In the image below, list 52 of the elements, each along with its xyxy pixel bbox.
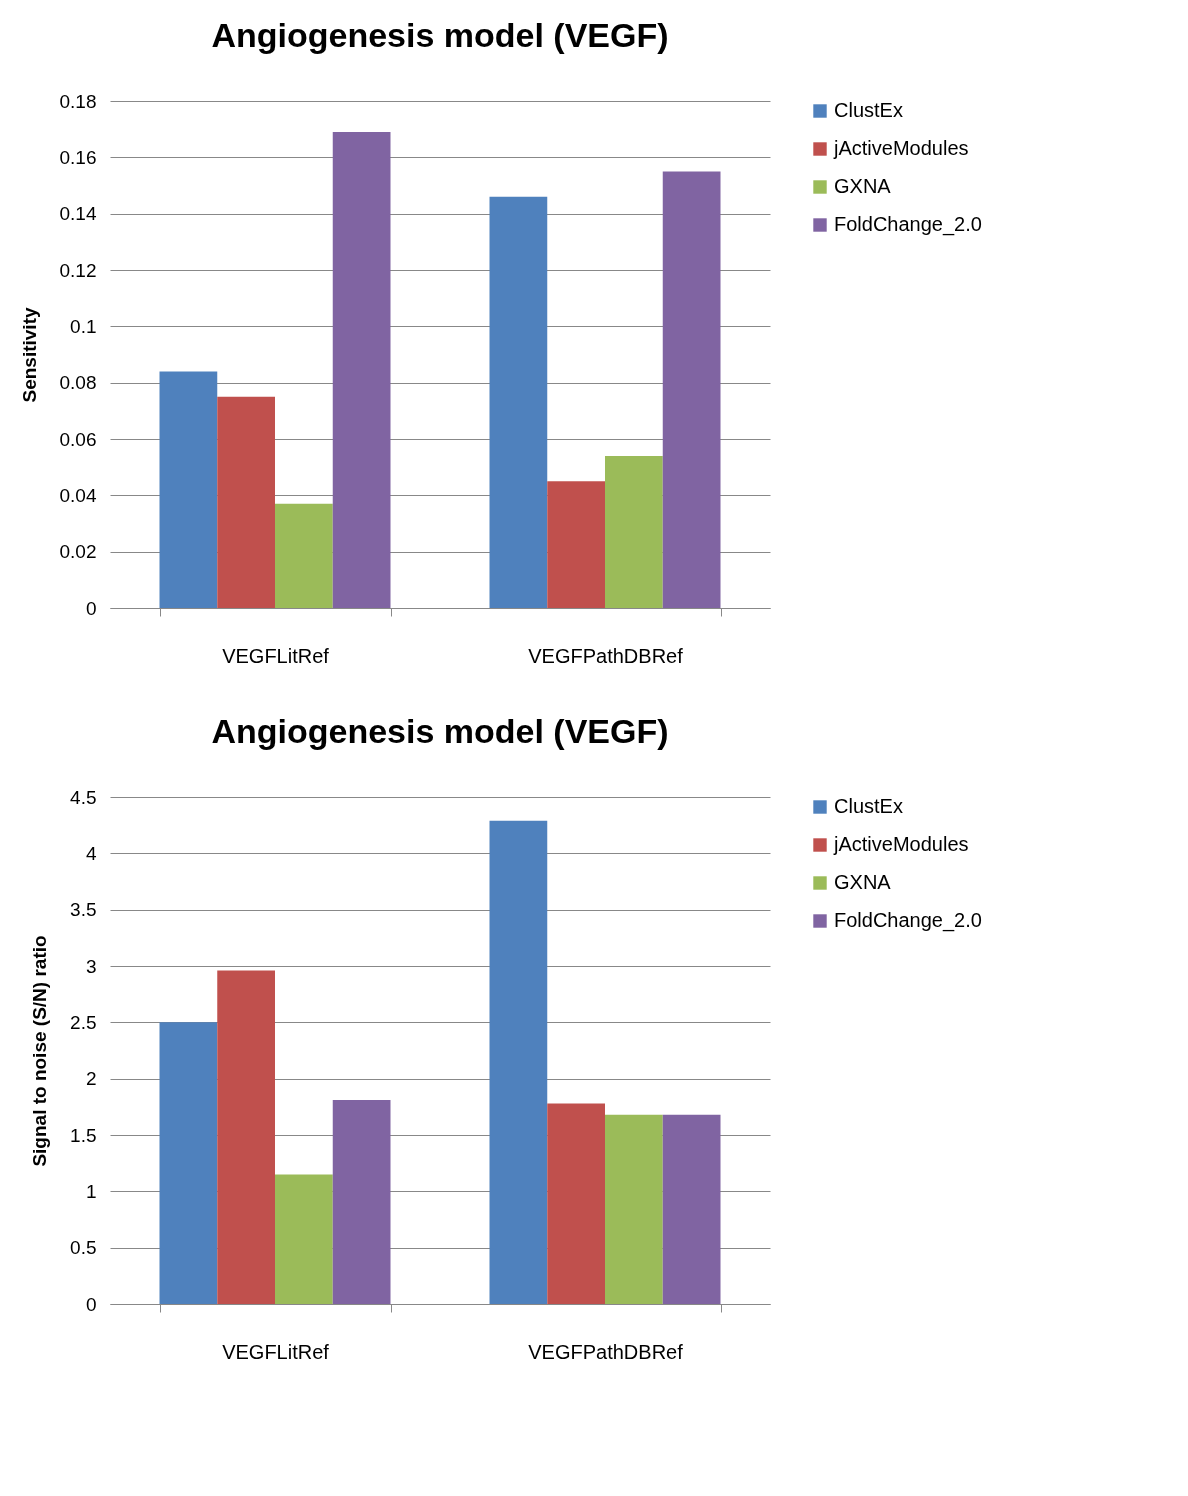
bar: [489, 196, 548, 608]
bar: [605, 455, 663, 608]
y-tick-label: 4.5: [70, 786, 97, 808]
bar: [217, 970, 275, 1304]
x-tick-label: VEGFLitRef: [222, 1340, 330, 1363]
y-axis-title: Signal to noise (S/N) ratio: [29, 935, 51, 1167]
y-tick-label: 0.5: [70, 1237, 97, 1259]
y-tick-label: 0.08: [59, 372, 97, 394]
bar: [159, 371, 218, 608]
y-tick-label: 4: [85, 842, 97, 864]
bar: [159, 1022, 218, 1304]
bar: [547, 481, 605, 608]
y-tick-label: 0.06: [59, 428, 97, 450]
legend-label: FoldChange_2.0: [834, 213, 982, 236]
y-tick-label: 1: [85, 1180, 97, 1202]
y-tick-label: 0: [85, 597, 97, 619]
bar: [275, 503, 333, 608]
chart-title: Angiogenesis model (VEGF): [211, 16, 669, 54]
bar: [489, 820, 548, 1304]
y-axis-title: Sensitivity: [18, 307, 40, 403]
bar: [605, 1114, 663, 1304]
legend-label: GXNA: [834, 871, 892, 893]
y-tick-label: 2: [85, 1068, 97, 1090]
y-tick-label: 2.5: [70, 1011, 97, 1033]
legend-label: FoldChange_2.0: [834, 909, 982, 932]
y-tick-label: 3.5: [70, 899, 97, 921]
bar: [547, 1103, 605, 1304]
legend-label: jActiveModules: [833, 137, 969, 159]
y-tick-label: 0.12: [59, 259, 97, 281]
bar: [332, 1100, 391, 1304]
bar: [275, 1174, 333, 1304]
y-tick-label: 0.04: [59, 484, 97, 506]
y-tick-label: 0.18: [59, 90, 97, 112]
legend-label: GXNA: [834, 175, 892, 197]
bar: [332, 131, 391, 608]
y-tick-label: 3: [85, 955, 97, 977]
bar: [662, 171, 721, 608]
y-tick-label: 0.02: [59, 541, 97, 563]
y-tick-label: 0: [85, 1293, 97, 1315]
y-tick-label: 0.1: [70, 315, 97, 337]
y-tick-label: 0.16: [59, 146, 97, 168]
x-tick-label: VEGFLitRef: [222, 644, 330, 667]
x-tick-label: VEGFPathDBRef: [528, 1340, 684, 1363]
y-tick-label: 1.5: [70, 1124, 97, 1146]
legend-label: jActiveModules: [833, 833, 969, 855]
legend-label: ClustEx: [834, 99, 903, 121]
y-tick-label: 0.14: [59, 203, 97, 225]
chart-title: Angiogenesis model (VEGF): [211, 712, 669, 750]
legend-label: ClustEx: [834, 795, 903, 817]
bar: [217, 396, 275, 608]
bar: [662, 1114, 721, 1304]
x-tick-label: VEGFPathDBRef: [528, 644, 684, 667]
